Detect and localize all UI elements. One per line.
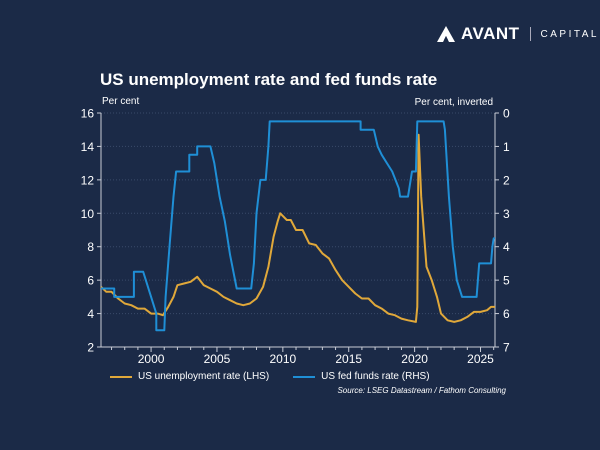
legend-label-unemployment: US unemployment rate (LHS) <box>138 371 270 382</box>
left-axis-label: Per cent <box>102 96 140 107</box>
source-note: Source: LSEG Datastream / Fathom Consult… <box>337 386 506 395</box>
x-tick-label: 2015 <box>335 352 362 366</box>
left-tick-label: 12 <box>81 173 95 187</box>
legend-item-fed-funds: US fed funds rate (RHS) <box>293 371 430 382</box>
right-tick-label: 7 <box>503 341 510 355</box>
logo-name: AVANT <box>461 24 520 43</box>
fed-funds-line <box>101 120 495 332</box>
left-tick-label: 14 <box>81 140 95 154</box>
left-tick-label: 8 <box>87 240 94 254</box>
left-tick-label: 16 <box>81 107 95 121</box>
right-tick-label: 0 <box>503 107 510 121</box>
x-tick-label: 2000 <box>138 352 165 366</box>
avant-capital-logo: AVANT CAPITAL <box>437 24 599 44</box>
chart-title: US unemployment rate and fed funds rate <box>100 70 438 89</box>
right-tick-label: 5 <box>503 274 510 288</box>
x-tick-label: 2005 <box>204 352 231 366</box>
left-tick-label: 10 <box>81 207 95 221</box>
legend-item-unemployment: US unemployment rate (LHS) <box>110 371 269 382</box>
x-tick-label: 2010 <box>269 352 296 366</box>
right-tick-label: 6 <box>503 307 510 321</box>
right-tick-label: 4 <box>503 240 510 254</box>
legend-swatch-fed-funds <box>293 375 316 378</box>
right-axis-label: Per cent, inverted <box>414 97 493 108</box>
right-tick-label: 1 <box>503 140 510 154</box>
avant-logo-icon <box>437 26 455 42</box>
legend-label-fed-funds: US fed funds rate (RHS) <box>321 371 430 382</box>
logo-suffix: CAPITAL <box>540 28 599 40</box>
legend: US unemployment rate (LHS) US fed funds … <box>110 371 430 382</box>
right-tick-label: 3 <box>503 207 510 221</box>
right-tick-label: 2 <box>503 173 510 187</box>
unemployment-line <box>100 133 495 323</box>
left-tick-label: 4 <box>87 307 94 321</box>
legend-swatch-unemployment <box>110 375 132 378</box>
x-tick-label: 2020 <box>401 352 428 366</box>
left-tick-label: 6 <box>87 274 94 288</box>
logo-divider <box>529 27 531 41</box>
x-tick-label: 2025 <box>467 352 494 366</box>
left-tick-label: 2 <box>87 341 94 355</box>
